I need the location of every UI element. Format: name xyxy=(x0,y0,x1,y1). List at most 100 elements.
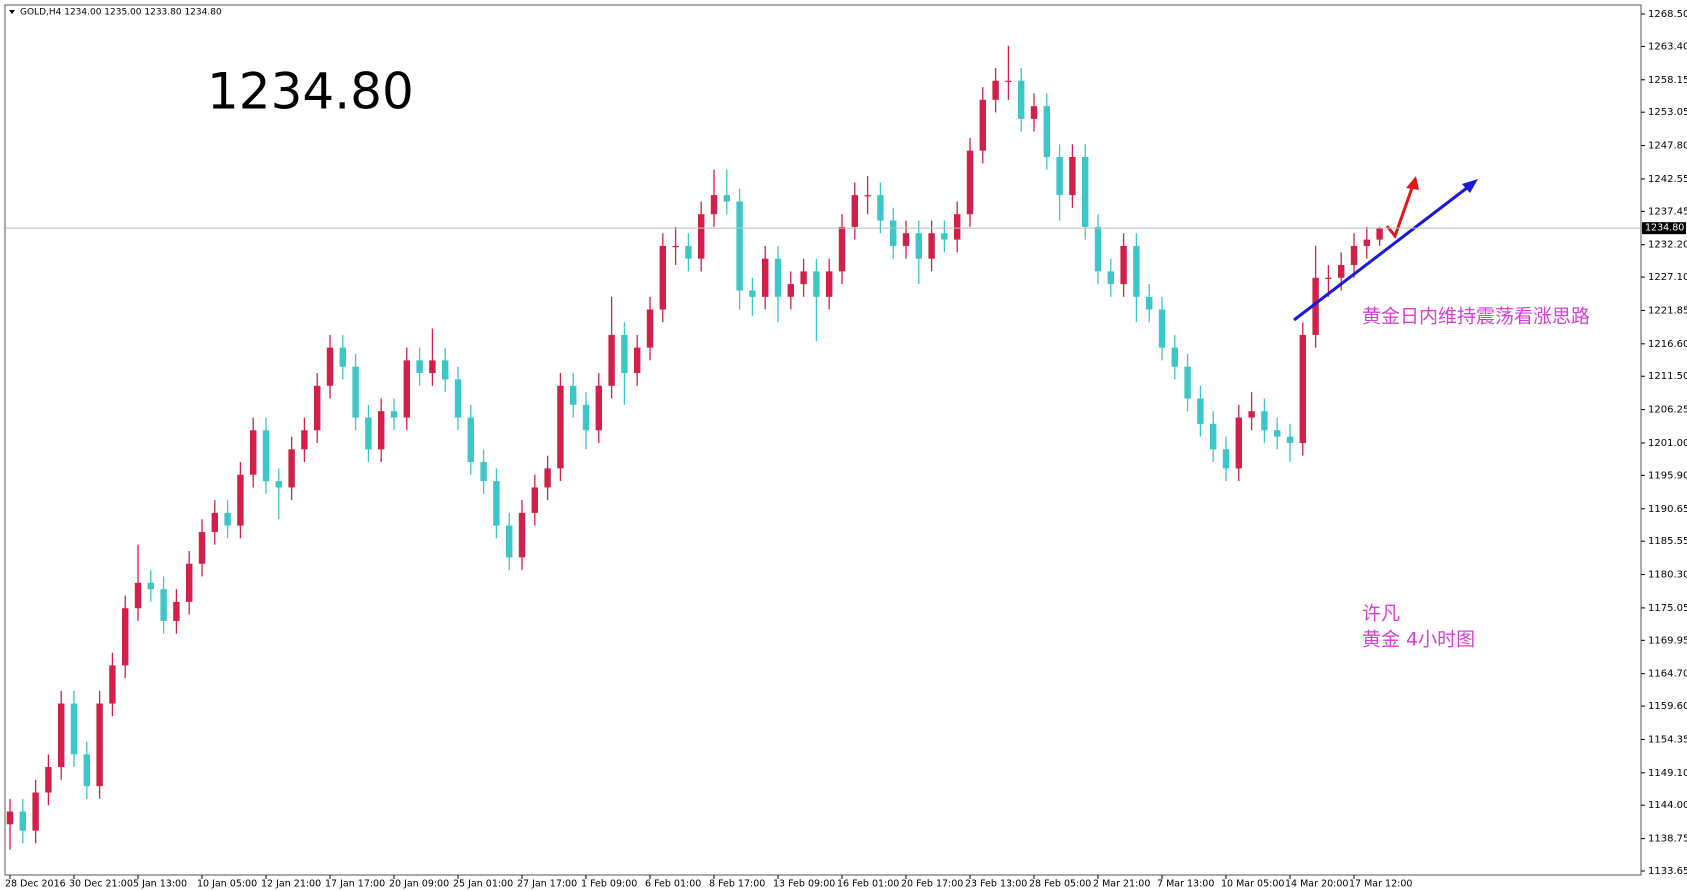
candle-body xyxy=(454,379,462,418)
y-tick-label: 1185.55 xyxy=(1648,536,1687,547)
y-tick-label: 1253.05 xyxy=(1648,107,1687,118)
candle-body xyxy=(250,430,257,475)
annotation: 许凡 xyxy=(1362,603,1400,625)
candle-body xyxy=(685,245,692,259)
candle-body xyxy=(262,430,270,482)
candle-body xyxy=(1018,80,1025,119)
y-tick-label: 1268.50 xyxy=(1648,9,1687,20)
candle-body xyxy=(890,220,897,246)
candle-body xyxy=(877,195,884,221)
candle-body xyxy=(736,201,743,291)
candle-body xyxy=(646,309,654,348)
candle-body xyxy=(288,449,295,488)
candle-body xyxy=(1338,265,1345,278)
candle-body xyxy=(531,487,538,513)
candle-body xyxy=(595,385,602,431)
candle-body xyxy=(992,80,999,100)
current-price-label: 1234.80 xyxy=(1645,223,1684,234)
trend-line xyxy=(1293,182,1473,322)
candle-body xyxy=(211,512,218,532)
candle-body xyxy=(45,767,52,793)
annotation: 黄金 4小时图 xyxy=(1362,629,1475,651)
candle-body xyxy=(1261,411,1268,431)
candle-body xyxy=(800,271,807,285)
candle-body xyxy=(838,226,846,272)
candle-body xyxy=(762,258,769,297)
x-tick-label: 13 Feb 09:00 xyxy=(773,879,835,890)
x-tick-label: 8 Feb 17:00 xyxy=(709,879,765,890)
candle-body xyxy=(493,481,500,526)
x-tick-label: 20 Jan 09:00 xyxy=(389,879,449,890)
candle-body xyxy=(621,334,628,374)
x-tick-label: 27 Jan 17:00 xyxy=(517,879,577,890)
x-tick-label: 2 Mar 21:00 xyxy=(1093,879,1150,890)
candle-body xyxy=(83,754,90,787)
candle-body xyxy=(1286,436,1294,443)
candle-body xyxy=(954,214,961,240)
candle-body xyxy=(198,531,206,564)
candle-body xyxy=(416,360,423,374)
candle-body xyxy=(122,608,129,666)
y-tick-label: 1221.85 xyxy=(1648,305,1687,316)
current-price-box xyxy=(1642,222,1686,235)
candle-body xyxy=(1107,271,1114,285)
candle-body xyxy=(19,811,26,831)
x-tick-label: 10 Jan 05:00 xyxy=(197,879,257,890)
trend-lines xyxy=(1293,176,1478,322)
x-tick-label: 5 Jan 13:00 xyxy=(133,879,187,890)
candle-body xyxy=(109,665,116,704)
x-tick-label: 1 Feb 09:00 xyxy=(581,879,637,890)
candle-body xyxy=(570,385,577,405)
candle-body xyxy=(749,290,756,297)
x-tick-label: 28 Feb 05:00 xyxy=(1029,879,1091,890)
candle-body xyxy=(1325,277,1332,279)
candle-body xyxy=(6,811,14,825)
candle-body xyxy=(224,512,231,526)
candle-body xyxy=(1171,347,1178,367)
candle-body xyxy=(582,404,590,431)
x-tick-label: 6 Feb 01:00 xyxy=(645,879,701,890)
candle-body xyxy=(1043,106,1050,157)
y-tick-label: 1195.90 xyxy=(1648,470,1687,481)
candle-body xyxy=(1069,156,1076,196)
candle-body xyxy=(826,271,833,297)
y-tick-label: 1242.55 xyxy=(1648,174,1687,185)
candle-body xyxy=(1222,449,1230,469)
candle-body xyxy=(390,411,398,418)
x-tick-label: 30 Dec 21:00 xyxy=(69,879,133,890)
red-arrow xyxy=(1385,184,1415,240)
candle-body xyxy=(301,430,308,450)
y-tick-label: 1263.40 xyxy=(1648,41,1687,52)
candle-body xyxy=(506,525,513,558)
candle-body xyxy=(1197,398,1204,424)
candle-body xyxy=(723,195,730,202)
y-tick-label: 1180.30 xyxy=(1648,570,1687,581)
y-tick-label: 1211.50 xyxy=(1648,371,1687,382)
candle-body xyxy=(275,481,282,488)
candle-body xyxy=(557,385,564,469)
candle-body xyxy=(160,589,167,621)
plot-frame xyxy=(4,4,1642,876)
candle-body xyxy=(134,582,142,609)
candle-body xyxy=(774,258,782,297)
candle-body xyxy=(1184,366,1191,399)
candle-body xyxy=(339,347,346,367)
candle-body xyxy=(1030,106,1038,119)
candle-body xyxy=(979,99,986,151)
y-tick-label: 1169.95 xyxy=(1648,635,1687,646)
candle-body xyxy=(1158,309,1166,348)
candle-body xyxy=(442,360,449,380)
menu-triangle xyxy=(9,10,15,14)
candle-body xyxy=(365,417,372,450)
x-tick-label: 23 Feb 13:00 xyxy=(965,879,1027,890)
candle-body xyxy=(467,417,474,463)
candle-body xyxy=(96,703,103,787)
candle-body xyxy=(237,474,244,526)
x-tick-label: 14 Mar 20:00 xyxy=(1285,879,1348,890)
candle-body xyxy=(1120,245,1127,285)
candle-body xyxy=(966,150,974,215)
candle-body xyxy=(544,468,551,488)
candle-body xyxy=(928,233,935,259)
